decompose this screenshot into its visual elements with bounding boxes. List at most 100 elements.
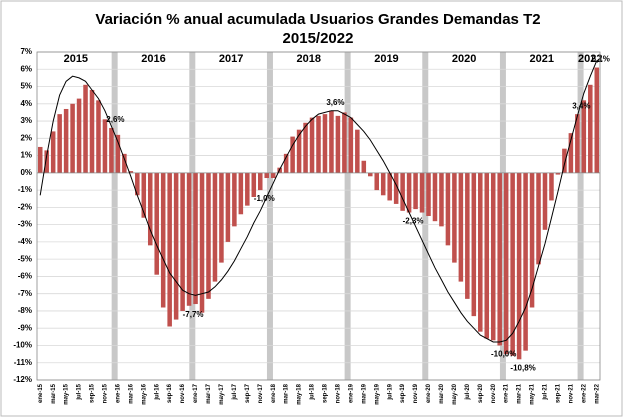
bar — [89, 89, 95, 173]
y-tick-label: 3% — [20, 116, 32, 125]
data-label: -2,3% — [403, 217, 424, 226]
x-tick-label: may-21 — [530, 383, 536, 404]
x-tick-label: sep-21 — [556, 383, 562, 403]
bar — [128, 171, 134, 173]
data-label: -1,0% — [254, 194, 275, 203]
year-separator — [111, 52, 118, 380]
bar — [380, 172, 386, 196]
x-tick-label: mar-15 — [51, 383, 57, 403]
x-tick-label: jul-16 — [154, 383, 160, 400]
x-tick-label: ene-21 — [504, 383, 510, 403]
bar — [342, 112, 347, 173]
x-tick-label: mar-19 — [361, 383, 367, 403]
bar — [555, 172, 561, 175]
year-label: 2018 — [297, 53, 321, 65]
bar — [219, 172, 224, 263]
x-tick-label: ene-17 — [193, 383, 199, 403]
x-tick-label: sep-17 — [245, 383, 251, 403]
y-tick-label: -11% — [14, 358, 32, 367]
bar — [50, 131, 56, 173]
bar — [102, 119, 108, 173]
bar — [296, 129, 302, 173]
bar — [186, 172, 192, 306]
bar — [445, 172, 451, 246]
x-tick-label: may-15 — [64, 383, 70, 404]
year-label: 2020 — [452, 53, 476, 65]
plot-border — [36, 51, 601, 381]
x-tick-label: sep-19 — [400, 383, 406, 403]
x-tick-label: may-17 — [219, 383, 225, 404]
y-tick-label: -5% — [18, 254, 32, 263]
bar — [193, 172, 198, 305]
year-separator — [266, 52, 273, 380]
bar — [523, 172, 528, 351]
bar — [316, 115, 321, 173]
bar — [225, 172, 231, 242]
x-tick-label: ene-16 — [115, 383, 121, 403]
x-tick-label: nov-15 — [103, 383, 109, 403]
bar — [588, 84, 593, 173]
bar — [510, 172, 515, 356]
year-separator — [189, 52, 196, 380]
bar — [335, 115, 341, 173]
x-tick-label: sep-20 — [478, 383, 484, 403]
bar — [83, 84, 88, 173]
x-tick-label: sep-15 — [90, 383, 96, 403]
bar — [419, 172, 425, 213]
bar — [355, 129, 360, 173]
bar — [465, 172, 470, 299]
x-tick-label: nov-16 — [180, 383, 186, 403]
x-tick-label: nov-19 — [413, 383, 419, 403]
y-tick-label: 4% — [20, 99, 32, 108]
bar — [96, 100, 101, 173]
y-tick-label: 0% — [20, 168, 32, 177]
y-tick-label: 5% — [20, 82, 32, 91]
x-tick-label: mar-21 — [517, 383, 523, 403]
y-tick-label: -4% — [18, 237, 32, 246]
bar — [303, 122, 308, 173]
bar — [257, 172, 263, 191]
bar — [458, 172, 464, 282]
year-separator — [577, 52, 584, 380]
x-tick-label: mar-18 — [284, 383, 290, 403]
x-tick-label: mar-17 — [206, 383, 212, 403]
bar — [439, 172, 444, 227]
x-tick-label: nov-17 — [258, 383, 264, 403]
bar — [283, 153, 289, 173]
year-label: 2021 — [530, 53, 554, 65]
bar — [490, 172, 496, 341]
x-tick-label: jul-17 — [232, 383, 238, 400]
x-tick-label: nov-20 — [491, 383, 497, 403]
x-tick-label: ene-22 — [581, 383, 587, 403]
bar — [154, 172, 159, 275]
bar — [141, 172, 147, 218]
bar — [452, 172, 457, 263]
y-tick-label: -10% — [13, 341, 32, 350]
bar — [212, 172, 218, 282]
bar — [63, 108, 69, 173]
bar — [387, 172, 392, 201]
year-label: 2015 — [64, 53, 88, 65]
x-tick-label: jul-18 — [310, 383, 316, 400]
data-label: 3,4% — [572, 101, 590, 110]
y-tick-label: -6% — [18, 272, 32, 281]
year-separator — [499, 52, 506, 380]
x-tick-label: sep-18 — [323, 383, 329, 403]
bar — [245, 172, 250, 206]
x-tick-label: ene-19 — [348, 383, 354, 403]
y-tick-label: 6% — [20, 64, 32, 73]
bar — [251, 172, 257, 198]
x-tick-label: mar-22 — [594, 383, 600, 403]
bar — [529, 172, 535, 308]
bar — [167, 172, 172, 327]
bar — [413, 172, 418, 210]
bar — [322, 114, 328, 173]
bar — [471, 172, 477, 317]
bar — [368, 172, 373, 177]
data-label: 6,1% — [592, 55, 610, 64]
bar — [400, 172, 405, 211]
x-tick-label: may-20 — [452, 383, 458, 404]
bar — [232, 172, 237, 227]
y-tick-label: 2% — [20, 133, 32, 142]
